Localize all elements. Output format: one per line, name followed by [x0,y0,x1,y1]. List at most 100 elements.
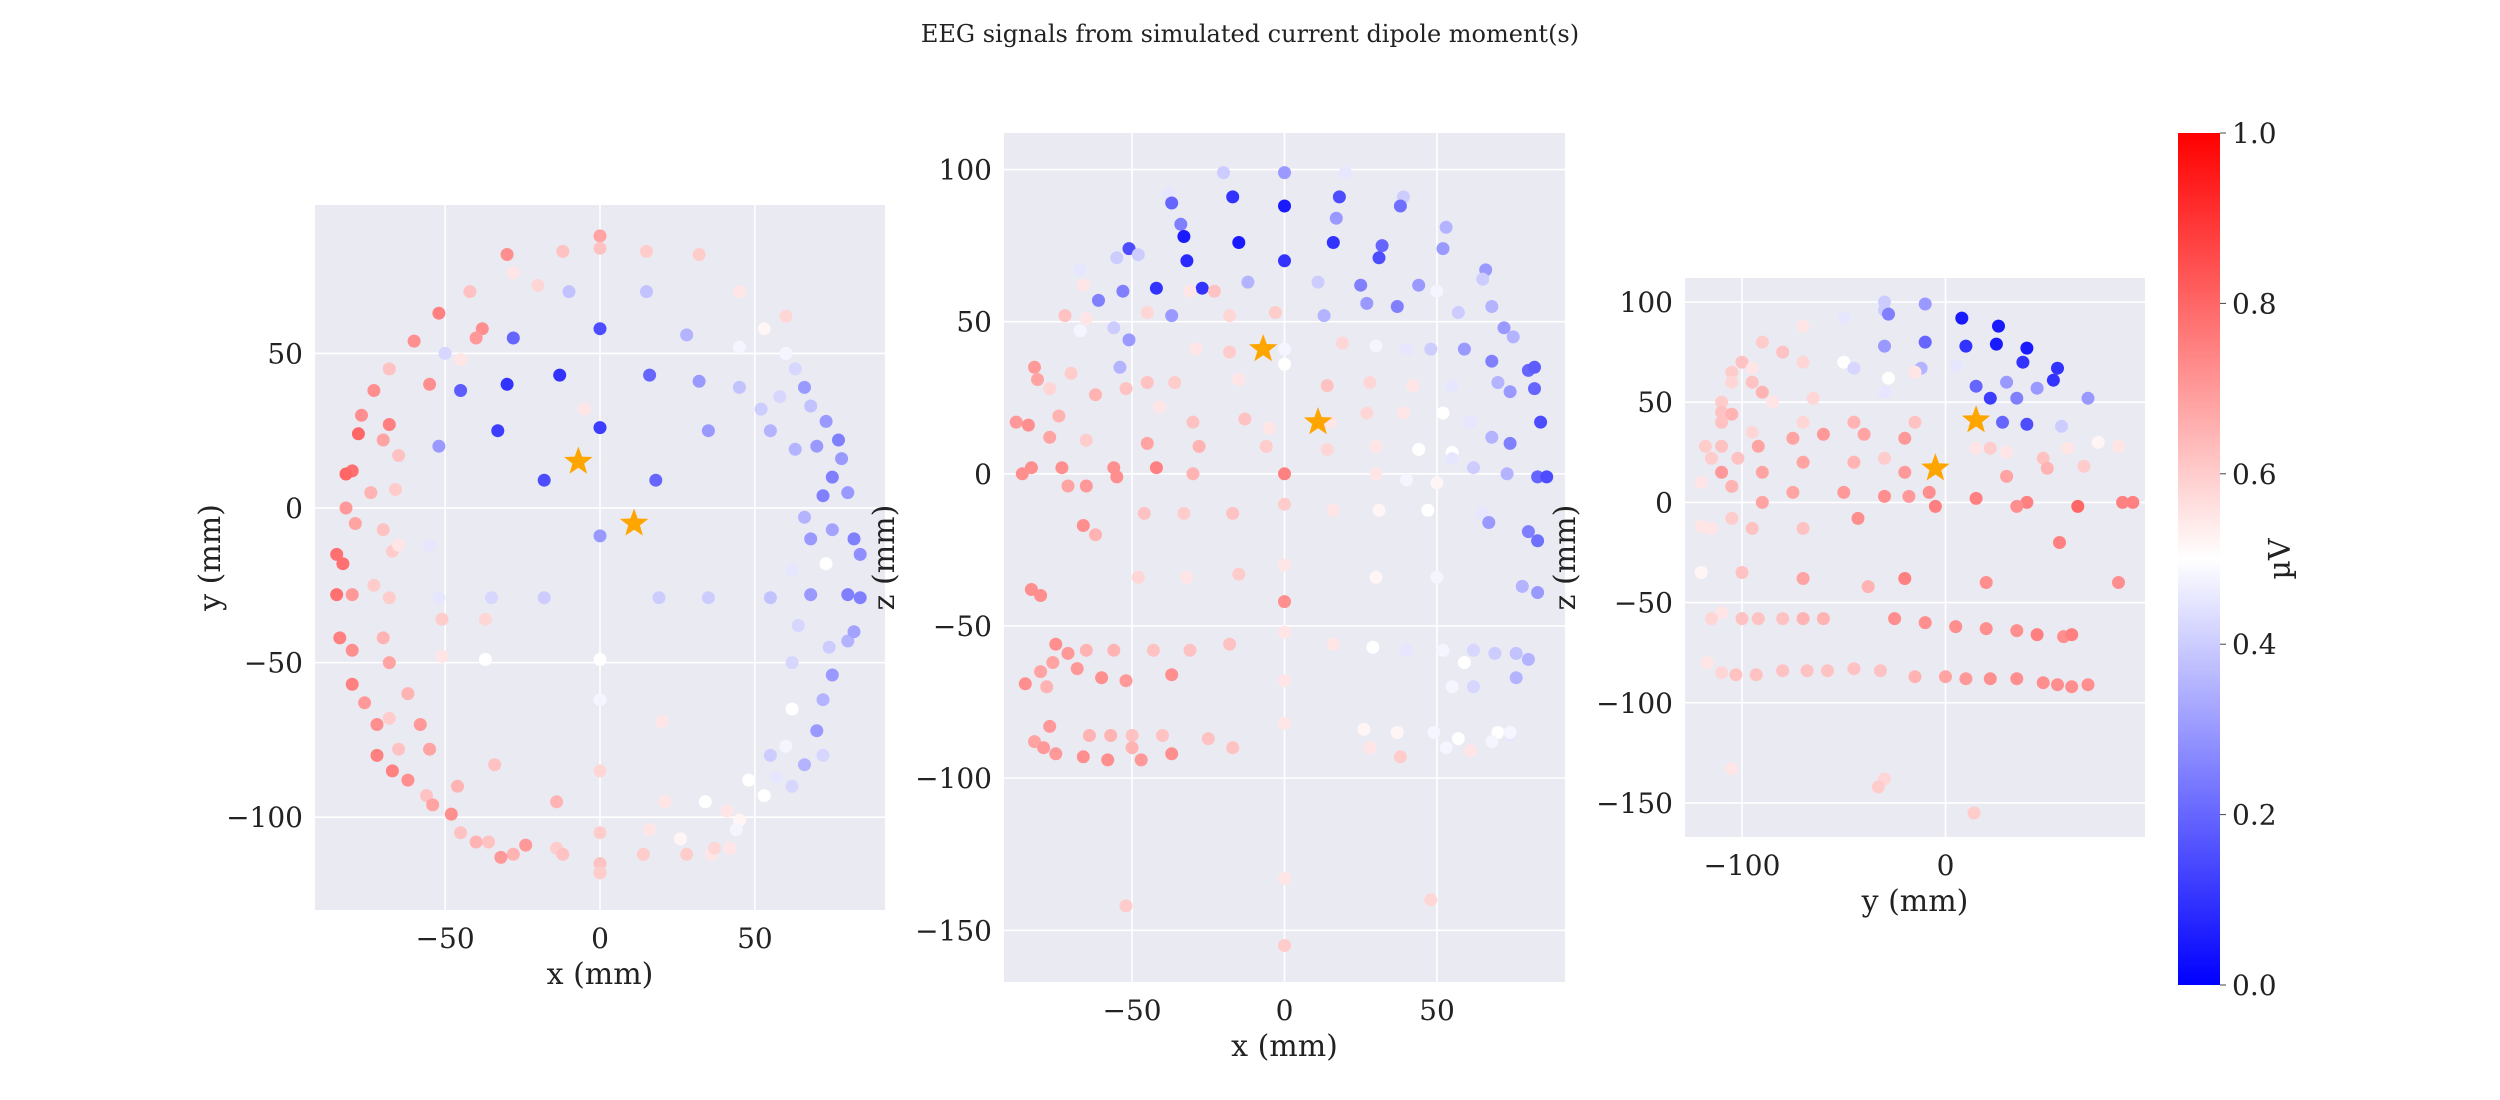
electrode-point [1908,365,1922,379]
electrode-point [1485,354,1499,368]
electrode-point [763,748,777,762]
electrode-point [1436,406,1450,420]
electrode-point [1751,612,1765,626]
electrode-point [1749,668,1763,682]
scatter-panel-yz: −100 0 −150 −100 −50 0 50 100 y (mm) z (mm) [1548,278,2145,919]
electrode-point [2036,676,2050,690]
electrode-point [478,653,492,666]
electrode-point [454,384,468,397]
electrode-point [2036,451,2050,465]
electrode-point [1031,373,1044,386]
electrode-point [330,547,344,561]
electrode-point [1421,503,1435,517]
electrode-point [1070,662,1084,676]
electrode-point [2000,375,2014,389]
electrode-point [763,591,777,605]
electrode-point [1028,735,1041,749]
electrode-point [376,523,390,537]
electrode-point [2055,419,2068,433]
electrode-point [708,841,722,855]
electrode-point [1320,443,1334,456]
electrode-point [1531,534,1545,548]
electrode-point [1847,361,1861,375]
electrode-point [553,368,567,382]
electrode-point [1436,643,1450,657]
electrode-point [1174,217,1188,231]
electrode-point [1320,379,1334,393]
electrode-point [1183,284,1197,298]
electrode-point [1015,467,1029,481]
electrode-point [825,470,839,484]
electrode-point [1122,242,1136,256]
electrode-point [1528,382,1541,396]
electrode-point [1278,166,1291,180]
electrode-point [1861,580,1875,594]
y-axis-label: y (mm) [193,504,228,612]
electrode-point [1467,461,1480,475]
electrode-point [1406,379,1420,393]
electrode-point [1796,415,1810,429]
electrode-point [1360,406,1374,420]
electrode-point [742,773,756,787]
electrode-point [1140,436,1154,450]
electrode-point [339,501,353,515]
electrode-point [1731,451,1745,465]
electrode-point [1125,729,1139,742]
electrode-point [1223,345,1237,359]
electrode-point [1751,439,1765,453]
electrode-point [1485,735,1499,749]
electrode-point [1232,567,1246,581]
electrode-point [432,591,446,605]
x-tick-label: 50 [1419,994,1455,1027]
electrode-point [804,532,818,546]
electrode-point [1357,722,1371,736]
electrode-point [1745,425,1759,439]
electrode-point [593,826,607,840]
electrode-point [1715,415,1729,429]
colorbar-tick-label: 0.2 [2232,799,2277,832]
electrode-point [1061,479,1075,493]
electrode-point [1482,516,1496,529]
electrode-point [2051,678,2064,692]
electrode-point [488,758,502,772]
electrode-point [593,693,607,707]
x-axis-label: x (mm) [547,957,654,992]
x-tick-label: 0 [1937,849,1955,882]
electrode-point [367,384,381,397]
electrode-point [1705,451,1718,465]
electrode-point [454,353,468,367]
electrode-point [732,285,746,299]
electrode-point [680,328,694,342]
electrode-point [1326,637,1340,651]
electrode-point [1878,451,1891,465]
electrode-point [1116,284,1130,298]
electrode-point [1058,309,1072,323]
electrode-point [788,362,802,376]
electrode-point [816,489,830,503]
electrode-point [1183,643,1197,657]
electrode-point [1107,321,1121,335]
electrode-point [1079,479,1093,493]
electrode-point [1729,668,1743,682]
electrode-point [692,374,706,388]
electrode-point [1430,284,1444,298]
electrode-point [1715,606,1729,620]
electrode-point [1700,656,1714,670]
electrode-point [1969,379,1983,393]
electrode-point [791,619,805,632]
electrode-point [1375,239,1389,253]
electrode-point [1476,506,1490,520]
electrode-point [2020,341,2034,355]
electrode-point [723,841,737,855]
electrode-point [810,724,824,738]
electrode-point [423,377,437,391]
electrode-point [1908,415,1922,429]
electrode-point [1800,664,1814,678]
electrode-point [1503,385,1517,399]
electrode-point [643,368,657,382]
electrode-point [643,823,657,837]
electrode-point [562,285,576,299]
electrode-point [358,696,372,710]
electrode-point [1268,306,1282,319]
electrode-point [463,285,477,299]
